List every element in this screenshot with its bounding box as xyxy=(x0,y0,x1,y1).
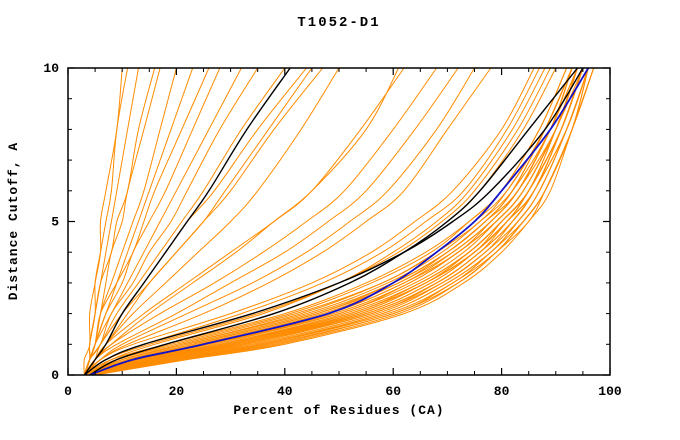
model-curve-orange xyxy=(83,68,129,375)
model-curve-orange xyxy=(83,68,535,375)
model-curve-orange xyxy=(83,68,123,375)
model-curve-orange xyxy=(83,68,459,375)
model-curve-orange xyxy=(89,68,578,375)
x-tick-label: 20 xyxy=(169,384,185,399)
model-curve-orange xyxy=(95,68,589,375)
model-curve-orange xyxy=(95,68,595,375)
x-tick-label: 100 xyxy=(598,384,622,399)
model-curve-orange xyxy=(83,68,400,375)
model-curve-orange xyxy=(95,68,595,375)
model-curve-orange xyxy=(83,68,259,375)
model-curve-orange xyxy=(83,68,475,375)
y-tick-label: 5 xyxy=(51,215,59,230)
model-curve-orange xyxy=(89,68,551,375)
x-tick-label: 60 xyxy=(385,384,401,399)
model-curve-orange xyxy=(89,68,584,375)
model-curve-black xyxy=(83,68,291,375)
model-curve-orange xyxy=(89,68,578,375)
y-tick-label: 0 xyxy=(51,368,59,383)
model-curve-orange xyxy=(83,68,210,375)
model-curve-black xyxy=(83,68,584,375)
y-tick-label: 10 xyxy=(43,61,59,76)
model-curve-orange xyxy=(89,68,573,375)
x-tick-label: 0 xyxy=(64,384,72,399)
model-curve-black xyxy=(89,68,579,375)
model-curve-orange xyxy=(83,68,161,375)
chart-title: T1052-D1 xyxy=(297,15,380,31)
model-curve-orange xyxy=(89,68,584,375)
model-curve-orange xyxy=(89,68,578,375)
model-curve-orange xyxy=(83,68,405,375)
x-axis-label: Percent of Residues (CA) xyxy=(233,403,444,418)
curves-layer xyxy=(83,68,595,375)
model-curve-orange xyxy=(83,68,242,375)
model-curve-orange xyxy=(83,68,492,375)
model-curve-blue xyxy=(89,68,590,375)
model-curve-orange xyxy=(94,68,589,375)
model-curve-orange xyxy=(89,68,578,375)
model-curve-orange xyxy=(84,68,546,375)
y-axis-label: Distance Cutoff, A xyxy=(6,142,21,300)
axes-layer: 0 20 40 60 80 100 0 5 10 xyxy=(43,61,622,399)
model-curve-orange xyxy=(89,68,578,375)
x-tick-label: 80 xyxy=(494,384,510,399)
model-curve-orange xyxy=(83,68,438,375)
x-tick-label: 40 xyxy=(277,384,293,399)
model-curve-orange xyxy=(89,68,578,375)
model-curve-orange xyxy=(84,68,568,375)
